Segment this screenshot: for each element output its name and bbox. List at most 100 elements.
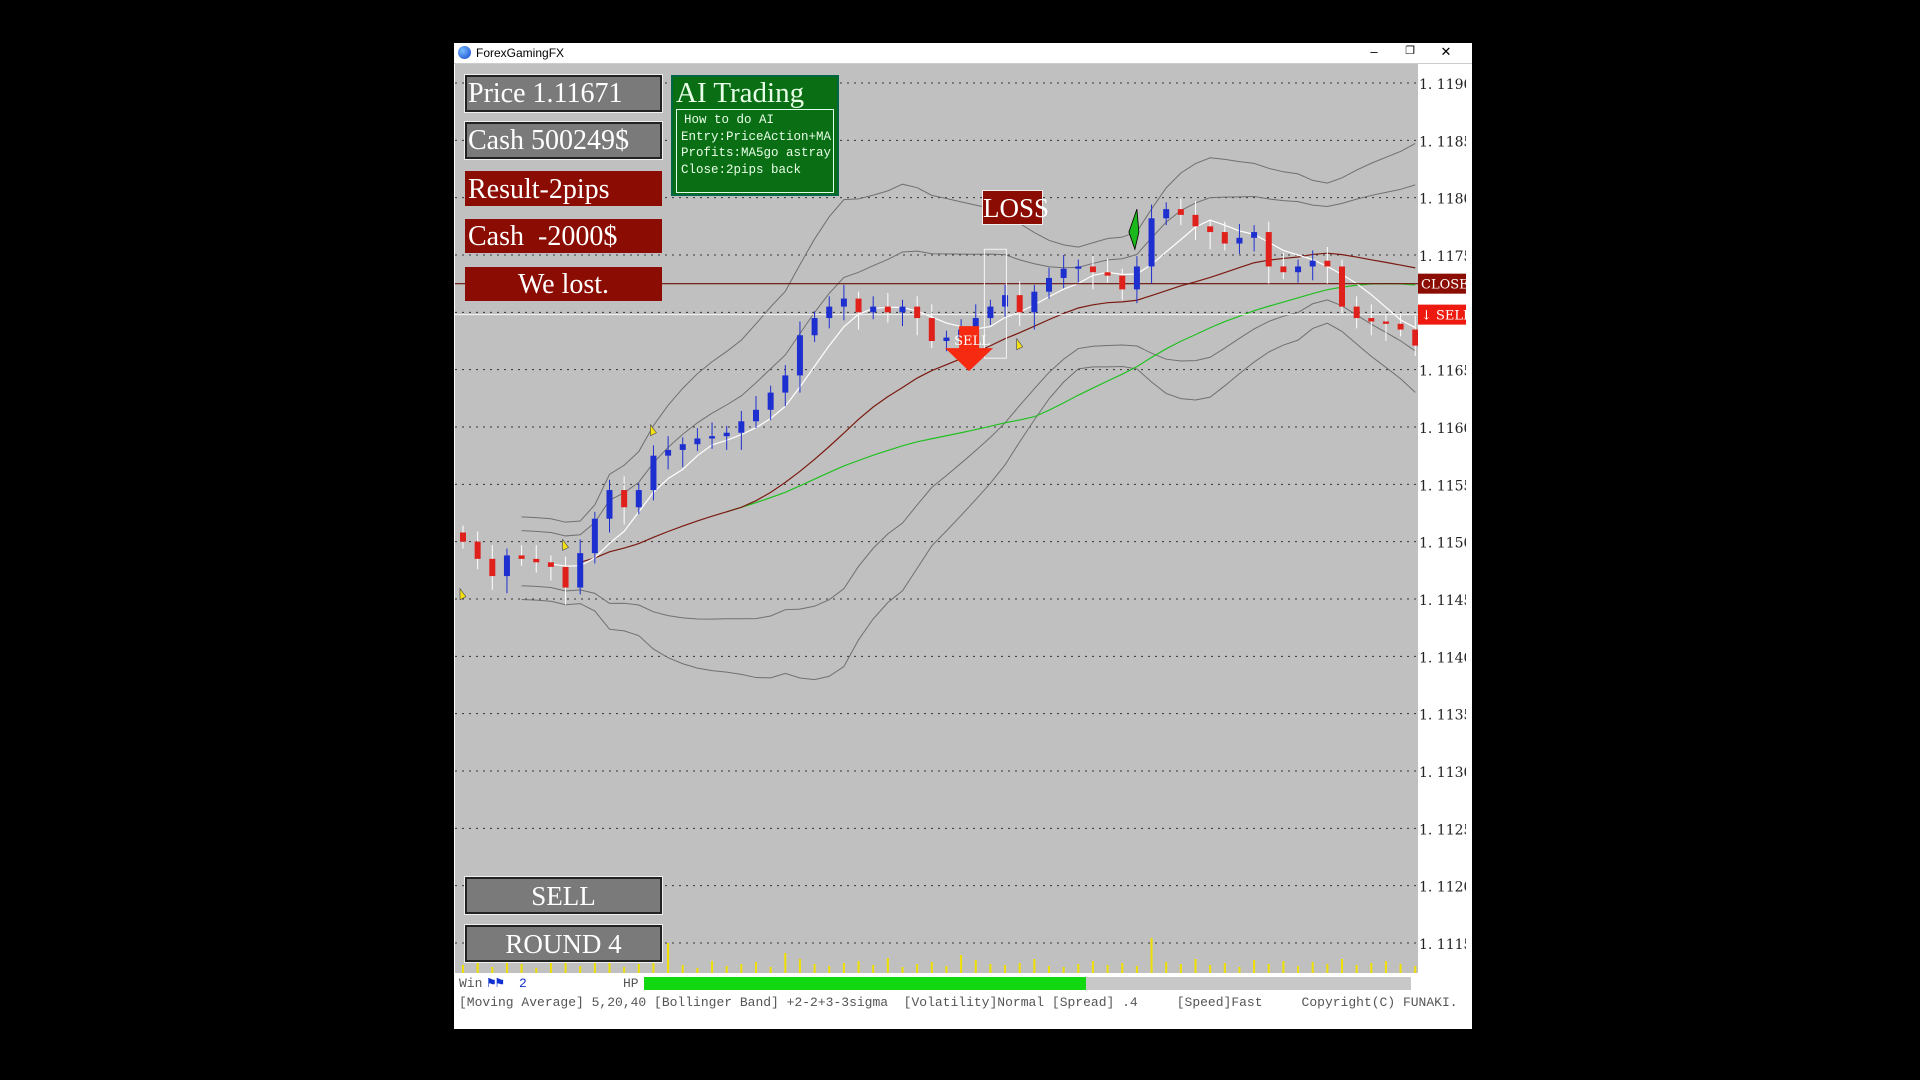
y-tick-label: 1. 1115	[1419, 937, 1466, 953]
candle-body	[1119, 275, 1126, 290]
status-bar: Win ⚑⚑ 2 HP [Moving Average] 5,20,40 [Bo…	[455, 973, 1466, 1029]
candle-body	[1177, 209, 1184, 215]
candle-body	[870, 306, 877, 313]
price-chart[interactable]: SELL Price 1.11671 Cash 500249$ Result-2…	[455, 64, 1419, 973]
sell-button[interactable]: SELL	[464, 876, 663, 915]
y-tick-label: 1. 1125	[1419, 822, 1466, 838]
candle-body	[943, 337, 950, 342]
candle-body	[826, 306, 833, 319]
volume-bar	[520, 964, 523, 973]
candle-body	[1412, 329, 1419, 346]
app-window: ForexGamingFX – ❐ ✕ SELL Price 1.11671 C…	[454, 43, 1472, 1029]
bollinger-lower-3	[521, 322, 1416, 681]
volume-bar	[1048, 966, 1050, 973]
volume-bar	[1399, 964, 1402, 973]
win-flags-icon: ⚑⚑	[487, 976, 504, 992]
candle-body	[591, 518, 598, 554]
volume-bar	[1062, 967, 1065, 973]
bollinger-lower-2	[521, 299, 1416, 620]
round-button[interactable]: ROUND 4	[464, 924, 663, 963]
candle-body	[1295, 266, 1302, 273]
candle-body	[679, 444, 686, 450]
volume-bar	[1326, 964, 1329, 973]
minimize-button[interactable]: –	[1370, 44, 1378, 59]
y-tick-label: 1. 1175	[1419, 249, 1466, 265]
yellow-signal-icon	[562, 538, 570, 551]
sell-level-tag: ↓ SELL	[1421, 309, 1466, 324]
price-axis: 1. 1190 1. 1185 1. 1180 1. 1175 1. 1165 1. 11…	[1418, 64, 1472, 973]
volume-bar	[593, 963, 596, 973]
ma40-line	[726, 283, 1416, 513]
yellow-signal-icon	[1016, 337, 1024, 351]
volume-bar	[725, 966, 728, 973]
candle-body	[1397, 323, 1404, 330]
candle-body	[533, 558, 540, 563]
volume-bar	[769, 967, 772, 973]
candle-body	[767, 392, 774, 410]
volume-bar	[798, 959, 801, 973]
bollinger-upper-2	[521, 184, 1416, 537]
volume-bar	[872, 965, 875, 973]
y-tick-label: 1. 1120	[1419, 880, 1466, 896]
sell-level-tag-bg	[1418, 304, 1466, 325]
yellow-signal-icon	[650, 423, 657, 437]
candle-body	[1251, 232, 1258, 238]
candle-body	[1368, 318, 1375, 322]
y-tick-label: 1. 1185	[1419, 134, 1466, 150]
candle-body	[928, 318, 935, 342]
settings-info: [Moving Average] 5,20,40 [Bollinger Band…	[459, 995, 1458, 1010]
candle-body	[1016, 295, 1023, 313]
close-window-button[interactable]: ✕	[1440, 44, 1452, 59]
candle-body	[1221, 232, 1228, 244]
volume-bar	[813, 964, 816, 973]
y-tick-label: 1. 1165	[1419, 364, 1466, 380]
volume-bar	[842, 963, 845, 973]
volume-bar	[1297, 966, 1300, 973]
candle-body	[606, 490, 613, 519]
volume-bar	[1238, 967, 1241, 973]
hp-label: HP	[623, 976, 639, 991]
y-tick-label: 1. 1140	[1419, 650, 1466, 666]
y-tick-label: 1. 1180	[1419, 192, 1466, 208]
candle-body	[796, 335, 803, 376]
candle-body	[1089, 266, 1096, 273]
loss-badge: LOSS	[982, 190, 1049, 225]
volume-bar	[1004, 965, 1007, 973]
volume-bar	[476, 961, 479, 973]
sell-arrow-icon	[945, 326, 994, 372]
cash-display: Cash 500249$	[464, 121, 663, 160]
candle-body	[1075, 266, 1082, 269]
volume-bar	[491, 967, 494, 973]
win-label: Win	[459, 976, 483, 991]
volume-bar	[1384, 961, 1387, 973]
volume-bar	[681, 965, 684, 973]
candle-body	[1002, 295, 1009, 307]
ai-line: Entry:PriceAction+MA	[681, 129, 832, 144]
ai-line: Close:2pips back	[681, 162, 802, 177]
candle-body	[665, 449, 672, 456]
ai-line: How to do AI	[684, 113, 775, 127]
candle-body	[840, 298, 847, 307]
volume-bar	[1179, 964, 1182, 973]
volume-bar	[1209, 965, 1212, 973]
volume-bar	[667, 943, 670, 973]
yellow-signal-icon	[459, 587, 467, 601]
sell-arrow-label: SELL	[954, 334, 990, 349]
y-tick-label: 1. 1150	[1419, 536, 1466, 552]
candle-body	[753, 409, 759, 422]
candle-body	[547, 562, 554, 567]
candle-body	[723, 432, 730, 437]
volume-bar	[1077, 964, 1080, 973]
bollinger-upper-3	[521, 142, 1416, 523]
candle-body	[1265, 232, 1272, 267]
candle-body	[518, 555, 525, 559]
volume-bar	[652, 960, 655, 973]
restore-button[interactable]: ❐	[1405, 45, 1415, 57]
volume-bar	[945, 966, 948, 973]
candle-body	[709, 436, 716, 439]
volume-bar	[462, 965, 464, 973]
price-display: Price 1.11671	[464, 74, 663, 113]
volume-bar	[857, 961, 860, 973]
volume-bar	[1106, 965, 1109, 973]
candle-body	[1148, 218, 1155, 267]
